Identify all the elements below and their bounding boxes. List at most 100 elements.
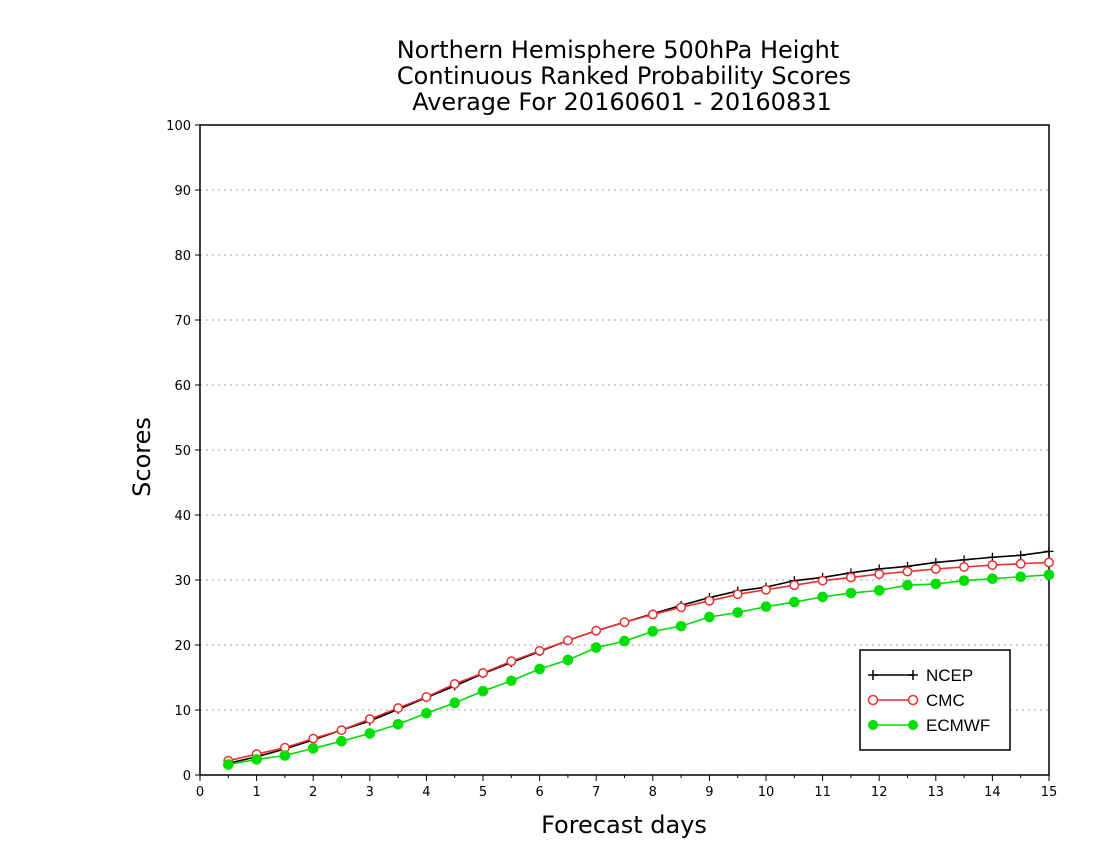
- y-tick-label-60: 60: [174, 379, 191, 394]
- x-axis-label: Forecast days: [541, 811, 707, 839]
- point-cmc-28: [1015, 558, 1026, 569]
- point-ecmwf-10: [506, 675, 517, 687]
- point-cmc-21: [817, 575, 828, 586]
- legend-item-cmc: CMC: [867, 691, 965, 710]
- point-cmc-15: [647, 609, 658, 620]
- point-cmc-16: [676, 602, 687, 613]
- x-tick-label-2: 2: [309, 785, 317, 800]
- y-axis-label: Scores: [128, 417, 156, 497]
- y-tick-label-70: 70: [174, 314, 191, 329]
- chart-title-line-1: Northern Hemisphere 500hPa Height: [397, 36, 840, 64]
- chart-title: Northern Hemisphere 500hPa Height Contin…: [397, 36, 851, 116]
- legend-marker-cmc-0: [867, 694, 879, 706]
- point-ecmwf-15: [647, 626, 659, 637]
- y-tick-label-100: 100: [166, 119, 191, 134]
- point-ecmwf-2: [279, 750, 291, 761]
- y-tick-label-0: 0: [183, 769, 191, 784]
- x-tick-label-15: 15: [1041, 785, 1058, 800]
- x-axis: 0 1 2 3 4 5 6 7 8 9 10 11 12 13 14 15: [196, 775, 1057, 800]
- x-tick-label-14: 14: [984, 785, 1001, 800]
- point-cmc-6: [393, 703, 404, 713]
- point-cmc-22: [845, 572, 856, 583]
- point-cmc-23: [874, 569, 885, 580]
- point-cmc-26: [959, 562, 970, 572]
- point-ecmwf-27: [987, 573, 998, 585]
- legend-marker-ecmwf-0: [868, 720, 878, 730]
- point-cmc-19: [761, 584, 771, 595]
- point-cmc-9: [478, 668, 488, 678]
- series-cmc: [223, 557, 1054, 766]
- point-cmc-4: [336, 725, 347, 736]
- y-tick-label-30: 30: [174, 574, 191, 589]
- point-ecmwf-28: [1015, 571, 1027, 583]
- point-ecmwf-23: [873, 585, 885, 596]
- point-ecmwf-26: [958, 575, 970, 586]
- point-cmc-11: [534, 645, 545, 656]
- x-tick-label-5: 5: [479, 785, 487, 800]
- point-ecmwf-21: [817, 591, 828, 603]
- legend-marker-ecmwf-1: [908, 720, 918, 730]
- legend-marker-cmc-1: [907, 694, 919, 706]
- y-tick-label-20: 20: [174, 639, 191, 654]
- chart-title-line-3: Average For 20160601 - 20160831: [412, 88, 832, 116]
- point-ecmwf-6: [392, 719, 404, 730]
- y-tick-label-10: 10: [174, 704, 191, 719]
- point-ecmwf-8: [449, 697, 461, 709]
- x-tick-label-0: 0: [196, 785, 204, 800]
- point-ncep-29: [1044, 546, 1054, 556]
- x-tick-label-8: 8: [649, 785, 657, 800]
- x-tick-label-12: 12: [871, 785, 888, 800]
- point-ecmwf-24: [902, 579, 913, 591]
- point-ecmwf-1: [251, 754, 262, 765]
- x-tick-label-11: 11: [814, 785, 831, 800]
- point-cmc-14: [619, 617, 630, 628]
- point-ecmwf-20: [789, 596, 800, 608]
- point-ecmwf-12: [562, 654, 574, 666]
- x-tick-label-6: 6: [535, 785, 543, 800]
- point-ecmwf-25: [930, 578, 942, 590]
- point-ecmwf-22: [845, 587, 857, 599]
- point-cmc-12: [562, 635, 573, 646]
- point-ecmwf-5: [364, 728, 376, 739]
- point-cmc-17: [704, 595, 715, 606]
- x-tick-label-4: 4: [422, 785, 430, 800]
- point-ecmwf-19: [760, 601, 772, 612]
- series-ecmwf: [223, 569, 1055, 770]
- x-tick-label-1: 1: [252, 785, 260, 800]
- point-ecmwf-11: [534, 663, 545, 675]
- y-tick-label-50: 50: [174, 444, 191, 459]
- point-ecmwf-17: [704, 611, 715, 623]
- point-ecmwf-4: [336, 735, 347, 747]
- chart-title-line-2: Continuous Ranked Probability Scores: [397, 62, 851, 90]
- point-cmc-7: [421, 692, 432, 702]
- point-ecmwf-16: [675, 620, 687, 632]
- point-ecmwf-29: [1043, 569, 1055, 581]
- series-group: [223, 546, 1055, 770]
- point-ecmwf-0: [223, 759, 234, 770]
- legend: NCEP CMC ECMWF: [859, 649, 1011, 751]
- x-tick-label-13: 13: [928, 785, 945, 800]
- point-cmc-10: [506, 656, 517, 667]
- point-cmc-20: [789, 580, 800, 591]
- legend-item-ecmwf: ECMWF: [868, 716, 990, 735]
- legend-label-ncep: NCEP: [926, 666, 973, 685]
- point-ncep-28: [1016, 550, 1026, 560]
- legend-marker-ncep-1: [908, 670, 918, 680]
- point-ecmwf-7: [421, 707, 432, 719]
- point-cmc-24: [902, 566, 913, 577]
- y-tick-label-40: 40: [174, 509, 191, 524]
- point-ecmwf-3: [307, 743, 319, 754]
- y-axis: 0 10 20 30 40 50 60 70 80 90 100: [166, 119, 200, 784]
- point-cmc-29: [1044, 557, 1054, 568]
- y-tick-label-90: 90: [174, 184, 191, 199]
- x-tick-label-9: 9: [705, 785, 713, 800]
- legend-label-cmc: CMC: [926, 691, 965, 710]
- point-ecmwf-18: [732, 607, 744, 618]
- point-ecmwf-9: [477, 685, 489, 697]
- point-ecmwf-14: [619, 635, 630, 647]
- legend-marker-ncep-0: [868, 670, 878, 680]
- point-cmc-13: [591, 625, 602, 636]
- point-ecmwf-13: [590, 642, 602, 653]
- gridlines: [200, 189, 1049, 711]
